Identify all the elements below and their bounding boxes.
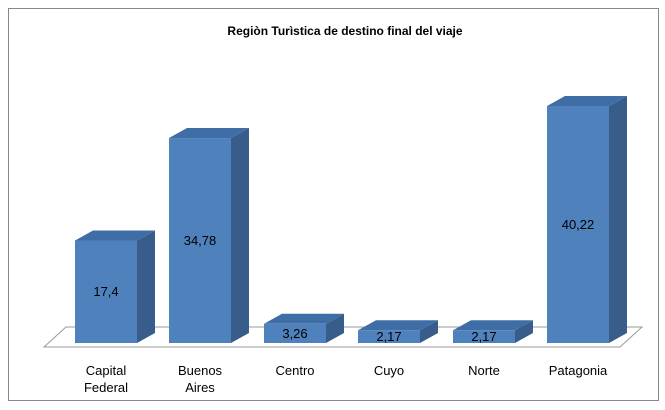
x-tick-label: Centro xyxy=(275,363,315,378)
bar xyxy=(453,330,515,343)
x-tick-label: Norte xyxy=(468,363,500,378)
chart-title: Regiòn Turìstica de destino final del vi… xyxy=(227,24,462,38)
bar-top xyxy=(75,230,155,241)
bar-side xyxy=(231,128,249,343)
bar-side xyxy=(420,320,438,343)
bar-side xyxy=(137,230,155,343)
bar-side xyxy=(326,313,344,343)
bar xyxy=(358,330,420,343)
bar xyxy=(75,240,137,343)
x-tick-label: Buenos Aires xyxy=(177,363,223,395)
value-label: 17,4 xyxy=(93,284,118,299)
bar-side xyxy=(609,96,627,343)
value-label: 2,17 xyxy=(376,329,401,344)
bar-side xyxy=(515,320,533,343)
x-tick-label: Capital Federal xyxy=(83,363,129,395)
bar-top xyxy=(169,128,249,139)
value-label: 3,26 xyxy=(282,326,307,341)
bar xyxy=(264,323,326,343)
bar xyxy=(169,138,231,343)
bar-top xyxy=(358,320,438,331)
bar-top xyxy=(547,96,627,106)
bar-top xyxy=(453,320,533,331)
x-tick-label: Patagonia xyxy=(548,363,608,378)
value-label: 2,17 xyxy=(471,329,496,344)
bar-top xyxy=(264,313,344,324)
bar xyxy=(547,106,609,343)
value-label: 40,22 xyxy=(562,217,595,232)
value-label: 34,78 xyxy=(184,233,217,248)
x-tick-label: Cuyo xyxy=(373,363,405,378)
